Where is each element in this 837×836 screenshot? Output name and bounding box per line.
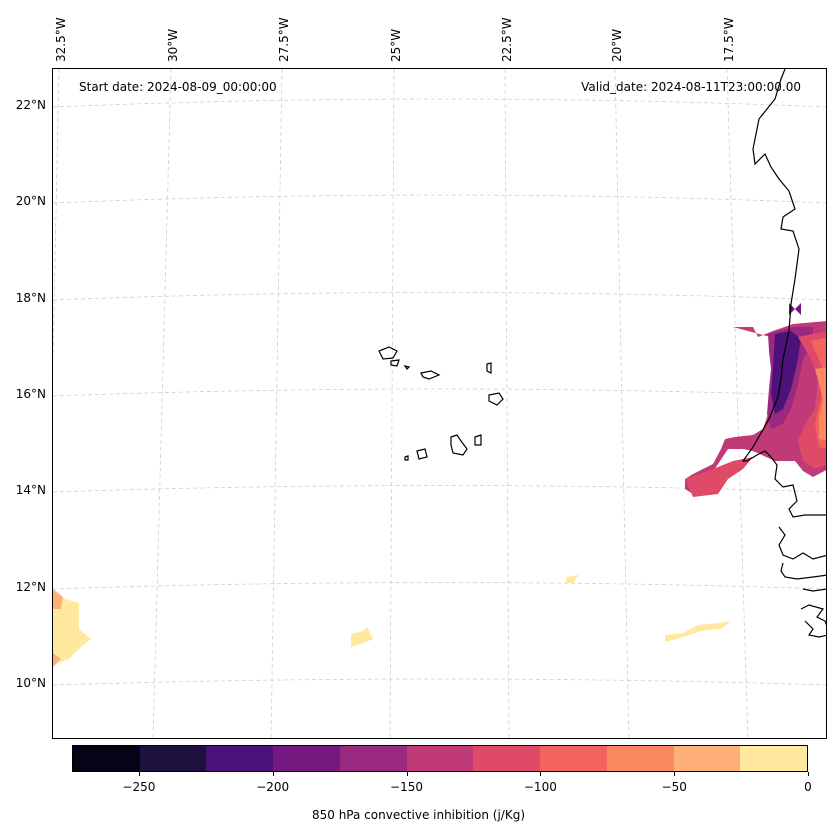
lon-label-25w: 25°W (389, 28, 403, 62)
cin-band-minus125-west (685, 457, 753, 497)
colorbar-tick-label-5: 0 (804, 780, 812, 794)
island-brava (404, 455, 409, 461)
cin-field-pale (53, 575, 731, 667)
gridlines (53, 69, 826, 738)
cin-patch-southwest-edge2 (53, 653, 61, 667)
lat-label-14n: 14°N (15, 483, 46, 497)
gridline-lat-16 (53, 388, 826, 397)
colorbar-tickmark-5 (808, 772, 809, 776)
island-boa-vista (488, 392, 504, 406)
lon-label-20w: 20°W (610, 28, 624, 62)
cape-verde-islands (378, 346, 504, 461)
lat-label-22n: 22°N (15, 98, 46, 112)
cin-patch-small (566, 575, 579, 583)
gridline-lat-10 (53, 678, 826, 686)
cin-patch-southeast (665, 621, 731, 642)
cin-patch-central (351, 627, 373, 647)
island-sal (486, 362, 492, 374)
lon-label-27-5w: 27.5°W (277, 17, 291, 62)
colorbar-tickmark-1 (272, 772, 274, 776)
colorbar-segment-6 (473, 746, 541, 771)
cin-field-east (685, 303, 826, 497)
start-date-text: Start date: 2024-08-09_00:00:00 (79, 80, 277, 94)
gridline-lat-12 (53, 582, 826, 590)
colorbar-tick-label-4: −50 (661, 780, 687, 794)
colorbar-segment-2 (206, 746, 274, 771)
island-santa-luzia (403, 365, 411, 370)
lat-label-18n: 18°N (15, 291, 46, 305)
island-fogo (416, 448, 428, 460)
colorbar-tickmark-0 (138, 772, 140, 776)
lon-label-32-5w: 32.5°W (54, 17, 68, 62)
lon-label-22-5w: 22.5°W (500, 17, 514, 62)
lat-label-16n: 16°N (15, 387, 46, 401)
colorbar-segment-5 (406, 746, 474, 771)
cin-band-minus175-north (789, 303, 801, 315)
colorbar-segment-3 (273, 746, 340, 771)
colorbar-segment-4 (339, 746, 407, 771)
colorbar-segment-7 (540, 746, 607, 771)
island-sao-vicente (390, 359, 400, 367)
coastline-west-africa (741, 69, 826, 638)
colorbar-segment-8 (606, 746, 674, 771)
lat-label-20n: 20°N (15, 194, 46, 208)
colorbar-tickmark-3 (540, 772, 542, 776)
gridline-lon-25 (389, 69, 395, 738)
map-frame: Start date: 2024-08-09_00:00:00 Valid_da… (52, 68, 827, 739)
colorbar-segment-1 (139, 746, 207, 771)
island-santiago (450, 434, 468, 456)
island-sao-nicolau (420, 370, 441, 380)
colorbar-tick-label-0: −250 (122, 780, 156, 794)
gridline-lon-22-5 (504, 69, 510, 738)
colorbar-tickmark-2 (406, 772, 408, 776)
colorbar-tick-label-1: −200 (256, 780, 290, 794)
colorbar-segment-0 (73, 746, 140, 771)
colorbar-tick-label-3: −100 (523, 780, 557, 794)
cin-patch-southwest (53, 589, 91, 665)
colorbar-label: 850 hPa convective inhibition (j/Kg) (311, 808, 525, 822)
lat-label-12n: 12°N (15, 580, 46, 594)
gridline-lon-20 (614, 69, 630, 738)
cin-band-minus75 (815, 367, 826, 441)
gridline-lat-22 (53, 98, 826, 108)
colorbar-segment-9 (673, 746, 741, 771)
gridline-lat-14 (53, 485, 826, 493)
gridline-lon-30 (152, 69, 172, 738)
island-maio (474, 434, 482, 446)
gridline-lat-18 (53, 292, 826, 301)
valid-date-text: Valid_date: 2024-08-11T23:00:00.00 (581, 80, 801, 94)
lon-label-30w: 30°W (166, 28, 180, 62)
gridline-lon-17-5 (726, 69, 749, 738)
colorbar-tickmark-4 (674, 772, 676, 776)
island-santo-antao (378, 346, 398, 360)
colorbar-tick-label-2: −150 (390, 780, 424, 794)
gridline-lat-20 (53, 194, 826, 204)
map-canvas: Start date: 2024-08-09_00:00:00 Valid_da… (53, 69, 826, 738)
colorbar (72, 745, 808, 772)
lon-label-17-5w: 17.5°W (722, 17, 736, 62)
colorbar-segment-10 (740, 746, 808, 771)
lat-label-10n: 10°N (15, 676, 46, 690)
cin-patch-southwest-edge (53, 589, 63, 609)
gridline-lon-27-5 (270, 69, 283, 738)
